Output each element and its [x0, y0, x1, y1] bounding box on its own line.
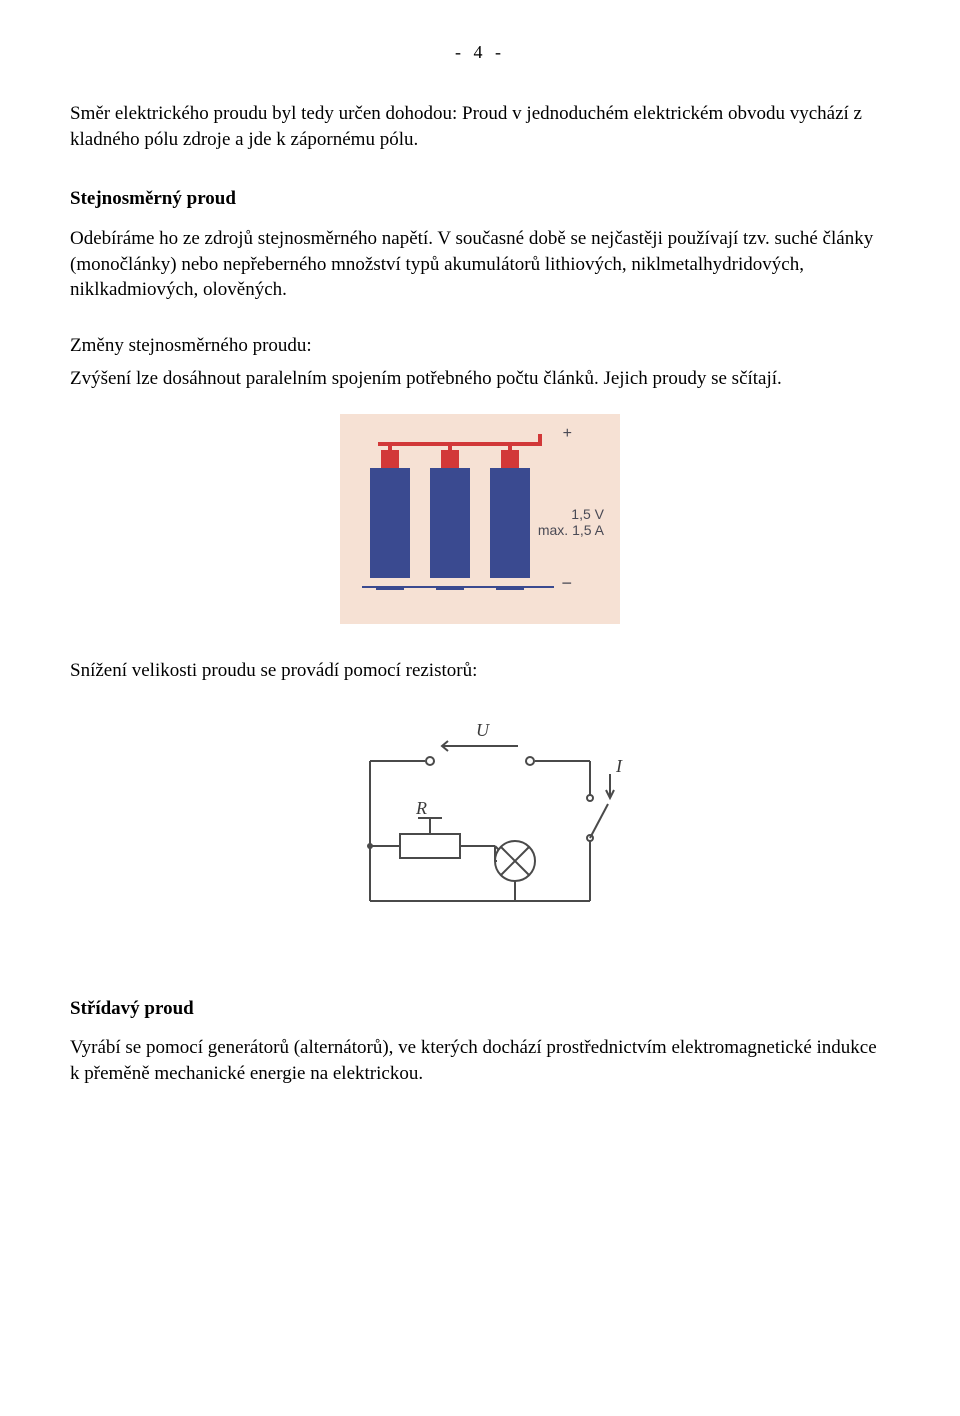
minus-label: −	[561, 572, 572, 595]
battery-foot-1	[376, 588, 404, 590]
battery-foot-2	[436, 588, 464, 590]
battery-foot-3	[496, 588, 524, 590]
ac-body: Vyrábí se pomocí generátorů (alternátorů…	[70, 1035, 890, 1086]
voltage-label: 1,5 V	[571, 506, 604, 524]
intro-paragraph: Směr elektrického proudu byl tedy určen …	[70, 101, 890, 152]
battery-body-3	[490, 468, 530, 578]
battery-body-1	[370, 468, 410, 578]
battery-cap-3	[501, 450, 519, 468]
wire-plus-tip	[538, 434, 542, 446]
battery-cap-1	[381, 450, 399, 468]
circuit-diagram: U I R	[330, 706, 630, 936]
battery-cap-2	[441, 450, 459, 468]
changes-heading: Změny stejnosměrného proudu:	[70, 333, 890, 359]
document-page: - 4 - Směr elektrického proudu byl tedy …	[0, 0, 960, 1139]
ac-heading: Střídavý proud	[70, 996, 890, 1022]
dc-heading: Stejnosměrný proud	[70, 186, 890, 212]
battery-diagram: + 1,5 V max. 1,5 A −	[340, 414, 620, 624]
decrease-paragraph: Snížení velikosti proudu se provádí pomo…	[70, 658, 890, 684]
figure-parallel-batteries: + 1,5 V max. 1,5 A −	[70, 414, 890, 624]
figure-resistor-circuit: U I R	[70, 706, 890, 936]
increase-paragraph: Zvýšení lze dosáhnout paralelním spojení…	[70, 366, 890, 392]
label-R: R	[415, 798, 427, 818]
label-U: U	[476, 720, 490, 740]
wire-top	[378, 442, 538, 446]
page-number: - 4 -	[70, 42, 890, 63]
dc-body: Odebíráme ho ze zdrojů stejnosměrného na…	[70, 226, 890, 303]
battery-body-2	[430, 468, 470, 578]
current-label: max. 1,5 A	[538, 522, 604, 540]
plus-label: +	[563, 424, 572, 444]
label-I: I	[615, 756, 623, 776]
